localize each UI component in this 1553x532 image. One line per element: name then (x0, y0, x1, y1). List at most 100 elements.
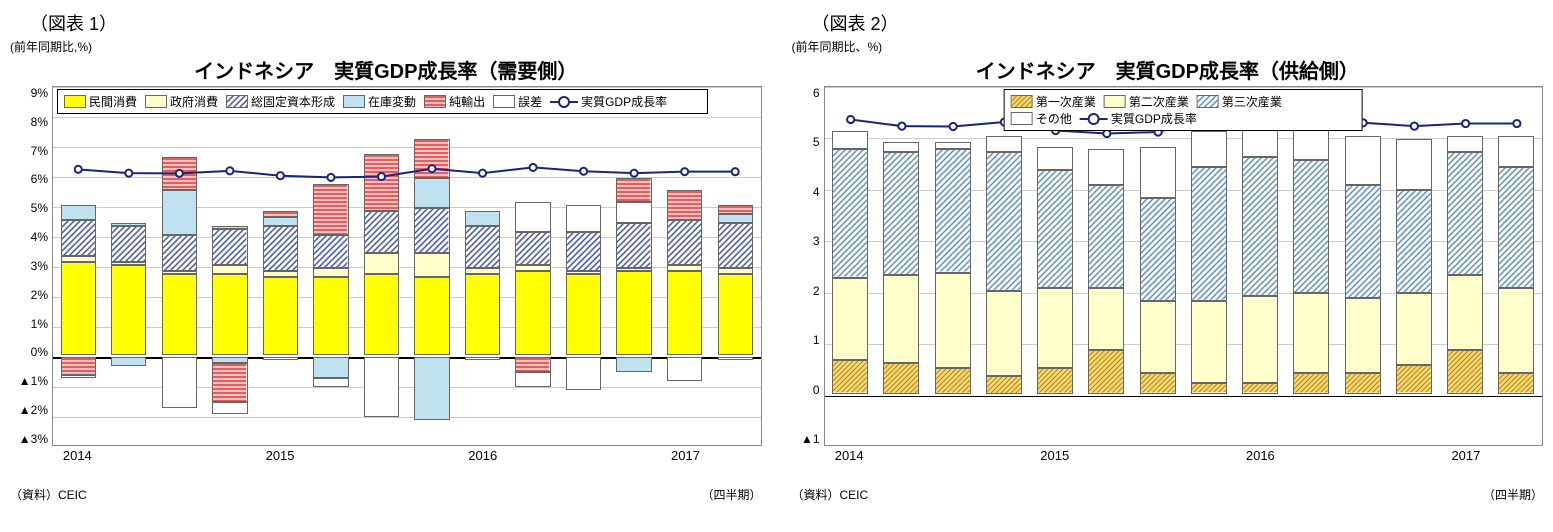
bar-segment (162, 235, 197, 271)
ytick-label: 6% (31, 172, 48, 186)
legend-label: 第二次産業 (1129, 93, 1189, 110)
xtick-label: 2016 (1246, 448, 1275, 463)
ytick-label: 4% (31, 230, 48, 244)
bar-segment (883, 152, 919, 275)
legend-label: 第三次産業 (1222, 93, 1282, 110)
bar-segment (1498, 167, 1534, 288)
bar-segment (364, 253, 399, 274)
legend-swatch-icon (145, 95, 167, 108)
legend-item: 第一次産業 (1011, 93, 1096, 110)
legend-label: 誤差 (518, 93, 542, 110)
ytick-label: 2% (31, 288, 48, 302)
bar-segment (212, 229, 247, 265)
bar-group (1191, 87, 1227, 445)
bar-segment (1447, 152, 1483, 275)
grid-line (53, 177, 761, 178)
bar-segment (566, 232, 601, 271)
chart1-yaxis-unit: (前年同期比,%) (10, 38, 762, 55)
bar-segment (935, 149, 971, 272)
ytick-label: 9% (31, 86, 48, 100)
bar-segment (832, 149, 868, 278)
legend-item: 第二次産業 (1104, 93, 1189, 110)
bar-segment (883, 142, 919, 152)
bar-group (313, 87, 348, 445)
grid-line (53, 87, 761, 88)
bar-segment (1345, 373, 1381, 394)
bar-segment (1140, 147, 1176, 198)
chart2-wrapper: （図表 2） (前年同期比、%) インドネシア 実質GDP成長率（供給側） 65… (792, 10, 1544, 503)
bar-segment (883, 363, 919, 394)
bar-group (1037, 87, 1073, 445)
grid-line (53, 147, 761, 148)
ytick-label: 0% (31, 345, 48, 359)
legend-label: その他 (1036, 110, 1072, 127)
chart1-wrapper: （図表 1） (前年同期比,%) インドネシア 実質GDP成長率（需要側） 9%… (10, 10, 762, 503)
bar-group (986, 87, 1022, 445)
ytick-label: ▲1 (801, 432, 820, 446)
bar-segment (1345, 136, 1381, 185)
bar-group (1447, 87, 1483, 445)
grid-line (825, 344, 1543, 345)
bar-segment (111, 357, 146, 366)
chart2-plot-area: 第一次産業第二次産業第三次産業その他実質GDP成長率 (824, 86, 1544, 446)
bar-segment (263, 211, 298, 217)
bar-segment (212, 226, 247, 229)
zero-line (53, 357, 761, 359)
bar-segment (1498, 373, 1534, 394)
grid-line (53, 267, 761, 268)
bar-segment (162, 157, 197, 190)
legend-label: 総固定資本形成 (251, 93, 335, 110)
xtick-label: 2015 (1040, 448, 1069, 463)
bar-group (1345, 87, 1381, 445)
bar-segment (212, 363, 247, 402)
bar-segment (1242, 296, 1278, 383)
chart2-source: （資料）CEIC (792, 486, 869, 503)
ytick-label: 0 (813, 383, 820, 397)
grid-line (825, 241, 1543, 242)
legend-label: 実質GDP成長率 (581, 93, 667, 110)
bar-segment (162, 274, 197, 355)
legend-swatch-icon (1011, 112, 1033, 125)
bar-segment (313, 277, 348, 355)
bar-segment (1037, 170, 1073, 288)
bar-segment (313, 235, 348, 268)
bar-group (1498, 87, 1534, 445)
legend-swatch-icon (226, 95, 248, 108)
bar-group (616, 87, 651, 445)
bar-segment (1140, 301, 1176, 373)
chart2-yaxis-unit: (前年同期比、%) (792, 38, 1544, 55)
bar-segment (61, 357, 96, 375)
bar-segment (515, 232, 550, 265)
bar-segment (212, 274, 247, 355)
legend-item: 実質GDP成長率 (550, 93, 667, 110)
chart2-quarter-label: （四半期） (1483, 486, 1543, 503)
legend-item: 在庫変動 (343, 93, 416, 110)
bar-group (515, 87, 550, 445)
bar-group (364, 87, 399, 445)
bar-segment (986, 291, 1022, 376)
grid-line (825, 138, 1543, 139)
bar-segment (162, 190, 197, 235)
xtick-label: 2015 (266, 448, 295, 463)
bar-segment (1191, 131, 1227, 167)
bar-segment (1345, 185, 1381, 298)
grid-line (53, 297, 761, 298)
bar-segment (1191, 167, 1227, 301)
bar-segment (515, 271, 550, 355)
bar-segment (414, 208, 449, 253)
legend-item: 総固定資本形成 (226, 93, 335, 110)
legend-label: 純輸出 (449, 93, 485, 110)
grid-line (53, 327, 761, 328)
bar-segment (1293, 293, 1329, 373)
grid-line (53, 117, 761, 118)
chart2-figure-label: （図表 2） (812, 10, 1544, 36)
legend-item: 純輸出 (424, 93, 485, 110)
bar-segment (1293, 160, 1329, 294)
grid-line (53, 207, 761, 208)
grid-line (825, 87, 1543, 88)
bar-segment (61, 220, 96, 256)
bar-segment (263, 217, 298, 226)
legend-swatch-icon (1197, 95, 1219, 108)
ytick-label: 8% (31, 115, 48, 129)
legend-item: 政府消費 (145, 93, 218, 110)
